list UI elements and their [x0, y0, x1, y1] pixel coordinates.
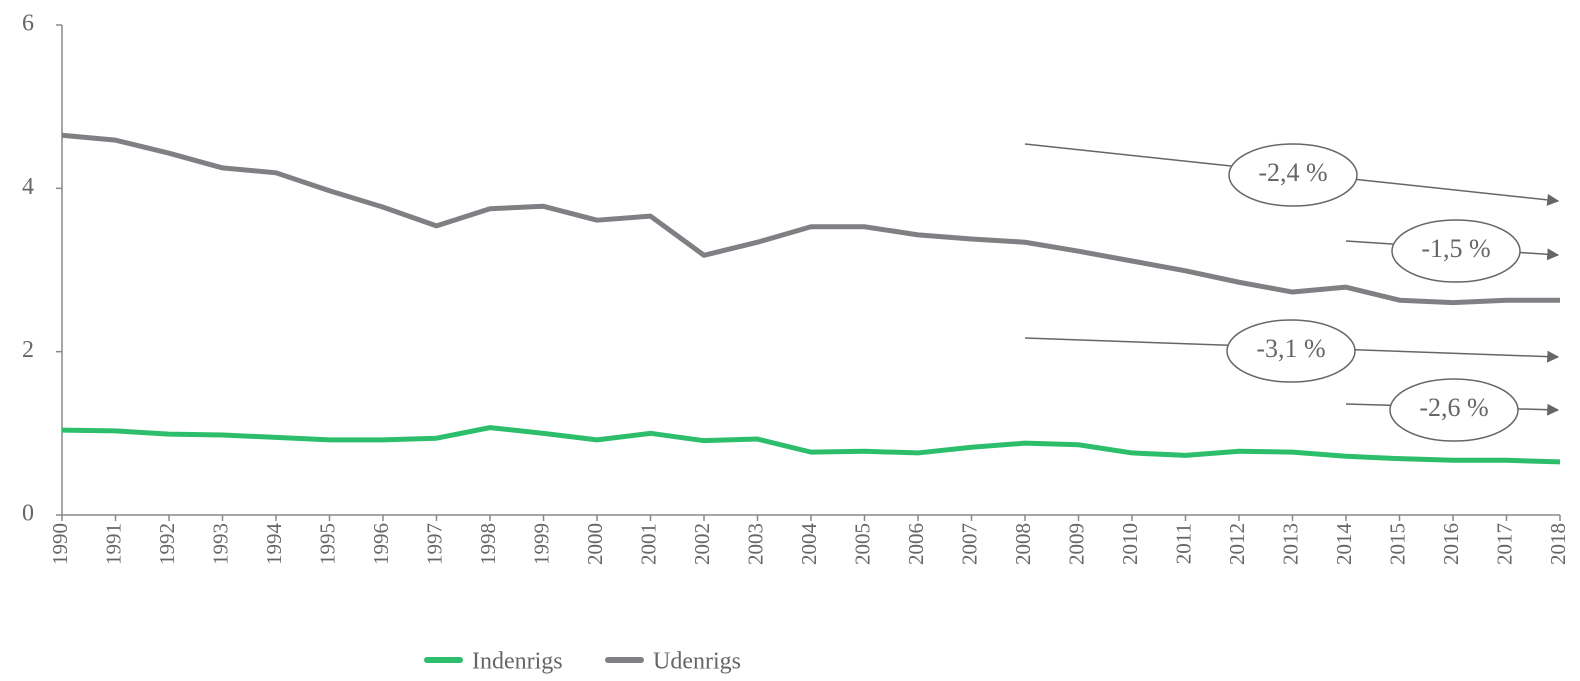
annotation-ellipse — [1226, 319, 1356, 383]
annotation-text: -3,1 % — [1256, 334, 1325, 363]
x-tick-label: 2006 — [904, 523, 928, 565]
x-tick-label: 1995 — [315, 523, 339, 565]
x-tick-label: 1999 — [529, 523, 553, 565]
x-tick-label: 2002 — [690, 523, 714, 565]
x-tick-label: 2016 — [1439, 523, 1463, 565]
x-tick-label: 2014 — [1332, 523, 1356, 566]
y-tick-label: 6 — [22, 11, 34, 37]
x-tick-label: 2011 — [1171, 523, 1195, 564]
x-tick-label: 2017 — [1492, 523, 1516, 565]
annotation-text: -1,5 % — [1421, 234, 1490, 263]
x-tick-label: 2018 — [1546, 523, 1570, 565]
annotation-ellipse — [1391, 219, 1521, 283]
x-tick-label: 1998 — [476, 523, 500, 565]
series-line — [61, 425, 1561, 465]
x-tick-label: 2010 — [1118, 523, 1142, 565]
x-tick-label: 1996 — [369, 523, 393, 565]
y-tick-label: 2 — [22, 337, 34, 363]
x-tick-label: 2005 — [850, 523, 874, 565]
x-tick-label: 2000 — [583, 523, 607, 565]
y-tick-label: 0 — [22, 501, 34, 527]
annotation-ellipse — [1228, 143, 1358, 207]
x-tick-label: 1997 — [422, 523, 446, 565]
x-tick-label: 1994 — [262, 523, 286, 566]
x-tick-label: 2012 — [1225, 523, 1249, 565]
x-tick-label: 1991 — [101, 523, 125, 565]
x-tick-label: 1990 — [48, 523, 72, 565]
x-tick-label: 2009 — [1064, 523, 1088, 565]
y-tick-label: 4 — [22, 174, 34, 200]
annotation-text: -2,6 % — [1419, 393, 1488, 422]
x-tick-label: 1992 — [155, 523, 179, 565]
x-tick-label: 2004 — [797, 523, 821, 566]
annotation-ellipse — [1389, 378, 1519, 442]
x-tick-label: 2001 — [636, 523, 660, 565]
legend-label: Indenrigs — [472, 649, 563, 675]
x-tick-label: 2008 — [1011, 523, 1035, 565]
x-tick-label: 2015 — [1385, 523, 1409, 565]
series-line — [61, 132, 1560, 306]
x-tick-label: 2003 — [743, 523, 767, 565]
legend-label: Udenrigs — [653, 649, 741, 675]
annotation-text: -2,4 % — [1258, 158, 1327, 187]
x-tick-label: 2007 — [957, 523, 981, 565]
x-tick-label: 2013 — [1278, 523, 1302, 565]
x-tick-label: 1993 — [208, 523, 232, 565]
